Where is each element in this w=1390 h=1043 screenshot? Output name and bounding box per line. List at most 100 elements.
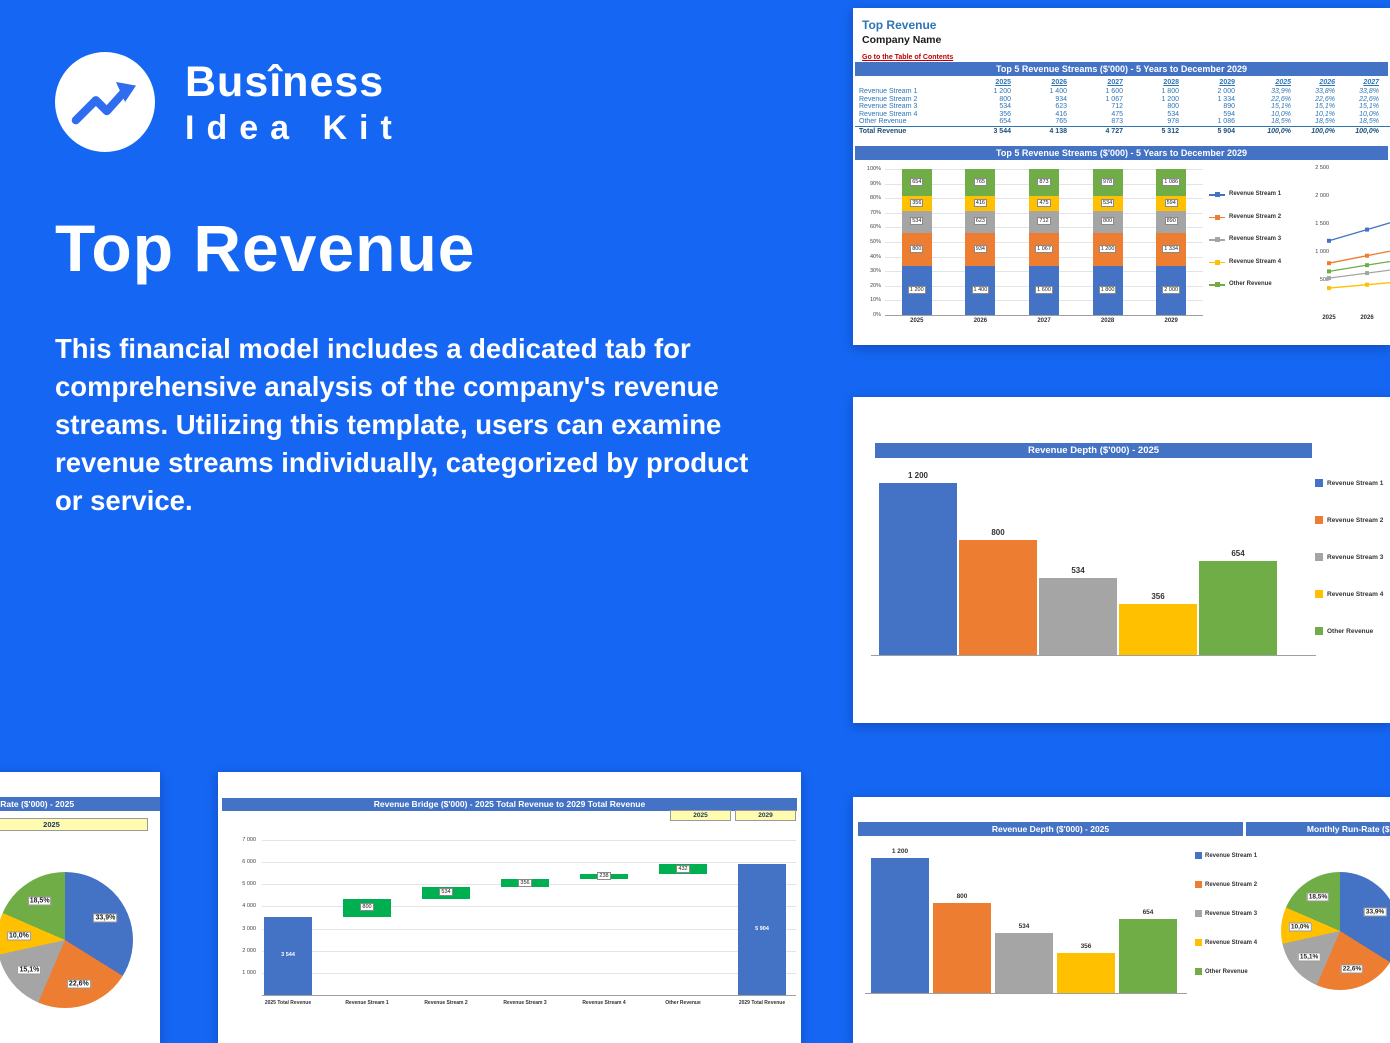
table-row: Revenue Stream 2 800 934 1 067 1 200 1 334 22,… [855, 96, 1390, 104]
cell: 2 000 [1217, 88, 1235, 95]
category-label: 2028 [1100, 318, 1115, 324]
category-label: 2029 [1164, 318, 1178, 324]
cell: 765 [1055, 118, 1067, 126]
cell: 873 [1111, 118, 1123, 126]
legend-marker [1215, 214, 1220, 220]
toc-link[interactable]: Go to the Table of Contents [862, 54, 954, 61]
category-label: Revenue Stream 1 [345, 1000, 389, 1006]
y-axis-label: 2 000 [242, 947, 256, 954]
pct-cell: 22,6% [1271, 95, 1291, 103]
depth-chart-header: Revenue Depth ($'000) - 2025 [875, 443, 1312, 458]
cell: 5 904 [1217, 127, 1235, 135]
legend-item: Other Revenue [1195, 968, 1257, 975]
legend-swatch [1315, 479, 1323, 487]
pie-slice-label: 33,9% [93, 913, 118, 923]
y-axis-label: 5 000 [242, 881, 256, 888]
cell: 534 [1167, 110, 1179, 118]
segment-label: 1 067 [1035, 244, 1053, 253]
year-box-2025[interactable]: 2025 [670, 810, 731, 821]
pct-cell: 33,8% [1359, 88, 1379, 95]
sheet-head: Top Revenue Company Name Go to the Table… [853, 8, 1390, 64]
grid-line [262, 928, 796, 930]
legend-item: Revenue Stream 2 [1315, 516, 1383, 524]
chart-legend: Revenue Stream 1 Revenue Stream 2 Revenue … [1315, 479, 1383, 664]
bar [1199, 561, 1277, 655]
cell: 800 [999, 95, 1011, 103]
run-rate-header: Monthly Run-Rate ($'000) - 2025 [0, 797, 160, 811]
segment-label: 873 [1037, 177, 1051, 186]
segment-label: 800 [1101, 217, 1115, 226]
y-axis-label: 10% [869, 297, 881, 304]
category-label: Other Revenue [665, 1000, 701, 1006]
y-axis-label: 1 500 [1315, 221, 1329, 227]
bar-value-label: 800 [991, 528, 1005, 538]
legend-label: Revenue Stream 1 [1229, 191, 1282, 197]
cell: 623 [1055, 103, 1067, 111]
run-rate-header-2: Monthly Run-Rate ($'000) - 2025 [1246, 822, 1390, 836]
segment-label: 534 [910, 217, 924, 226]
pct-cell: 33,9% [1379, 88, 1390, 96]
y-axis-label: 0% [873, 312, 881, 318]
year-box-2029[interactable]: 2029 [735, 810, 796, 821]
bar-value-label: 1 200 [907, 471, 929, 480]
segment-label: 1 200 [1098, 244, 1117, 253]
cell: 1 600 [1105, 88, 1123, 95]
y-axis-label: 60% [869, 224, 881, 231]
cell: 978 [1167, 118, 1179, 126]
segment-label: 765 [973, 177, 987, 186]
year-header: 2027 [1363, 79, 1379, 86]
panel-revenue-depth: Revenue Depth ($'000) - 2025 1 200 800 534… [853, 397, 1390, 723]
waterfall-bar [264, 916, 312, 995]
row-label: Other Revenue [859, 118, 907, 126]
pct-cell: 33,8% [1315, 88, 1335, 95]
legend-swatch [1315, 553, 1323, 561]
depth-chart-header-2: Revenue Depth ($'000) - 2025 [858, 822, 1243, 836]
year-header: 2028 [1379, 78, 1390, 88]
panel-top-revenue-sheet: Top Revenue Company Name Go to the Table… [853, 8, 1390, 345]
waterfall-bar [738, 864, 786, 995]
bar-value-label: 654 [1231, 549, 1245, 559]
y-axis-label: 70% [869, 209, 881, 216]
cell: 712 [1111, 103, 1123, 111]
row-label: Revenue Stream 2 [859, 95, 918, 103]
panel-run-rate-pie: Monthly Run-Rate ($'000) - 2025 2025 33,… [0, 772, 160, 1043]
segment-label: 416 [973, 198, 987, 207]
legend-item: Revenue Stream 1 [1315, 479, 1383, 487]
bar-value-label: 1 200 [891, 848, 909, 855]
pct-cell: 10,0% [1359, 110, 1379, 118]
company-name: Company Name [862, 34, 942, 46]
pct-cell: 10,1% [1379, 111, 1390, 119]
run-rate-pie-chart: 33,9% 22,6% 15,1% 10,0% 18,5% [0, 872, 133, 1008]
x-axis [865, 993, 1187, 994]
cell: 1 400 [1049, 88, 1067, 95]
year-selector[interactable]: 2025 [0, 818, 148, 831]
row-label: Revenue Stream 1 [859, 88, 918, 95]
sheet-title: Top Revenue [862, 18, 937, 32]
cell: 4 138 [1049, 127, 1067, 135]
y-axis-label: 6 000 [242, 859, 256, 866]
pct-cell: 22,6% [1359, 95, 1379, 103]
legend-swatch [1315, 590, 1323, 598]
bar [933, 903, 991, 993]
bar-value-label: 534 [439, 888, 453, 897]
bar-value-label: 356 [1151, 591, 1165, 601]
cell: 1 086 [1217, 118, 1235, 126]
cell: 356 [999, 110, 1011, 118]
page-description: This financial model includes a dedicate… [55, 333, 749, 516]
pie-slice-label: 18,5% [1306, 892, 1330, 902]
table-row: Revenue Stream 3 534 623 712 800 890 15,1% 15,1… [855, 103, 1390, 111]
segment-label: 475 [1037, 198, 1051, 207]
y-axis-label: 90% [869, 180, 881, 187]
segment-label: 1 334 [1162, 244, 1181, 253]
bar-value-label: 800 [956, 893, 968, 900]
y-axis-label: 100% [866, 166, 881, 172]
legend-label: Other Revenue [1205, 968, 1248, 975]
legend-swatch [1195, 881, 1202, 888]
table-row: Revenue Stream 4 356 416 475 534 594 10,0% 10,1… [855, 111, 1390, 119]
pct-cell: 100,0% [1267, 127, 1291, 135]
bar [879, 483, 957, 655]
pct-cell: 18,5% [1359, 118, 1379, 126]
year-header: 2026 [1051, 79, 1067, 86]
pie-slice-label: 33,9% [1363, 907, 1387, 917]
page-title: Top Revenue [55, 211, 476, 285]
